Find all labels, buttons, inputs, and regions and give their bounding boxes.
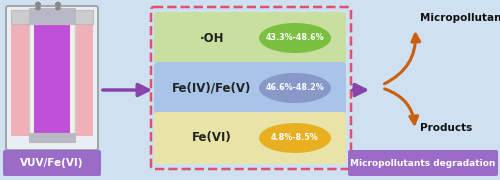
- Text: Micropollutants degradation: Micropollutants degradation: [350, 159, 496, 168]
- Bar: [29, 133, 75, 142]
- Text: Fe(IV)/Fe(V): Fe(IV)/Fe(V): [172, 82, 252, 94]
- Text: ·OH: ·OH: [200, 31, 224, 44]
- FancyBboxPatch shape: [154, 62, 346, 114]
- FancyBboxPatch shape: [154, 112, 346, 164]
- Ellipse shape: [259, 123, 331, 153]
- Text: 43.3%-48.6%: 43.3%-48.6%: [266, 33, 324, 42]
- Bar: [11, 10, 93, 24]
- FancyBboxPatch shape: [6, 6, 98, 150]
- Bar: [34, 24, 70, 134]
- FancyBboxPatch shape: [348, 150, 498, 176]
- Text: 46.6%-48.2%: 46.6%-48.2%: [266, 84, 324, 93]
- Text: Products: Products: [420, 123, 472, 133]
- Ellipse shape: [259, 73, 331, 103]
- Bar: [29, 22, 75, 136]
- Ellipse shape: [259, 23, 331, 53]
- Bar: [29, 8, 75, 24]
- FancyBboxPatch shape: [3, 150, 101, 176]
- Text: 4.8%-8.5%: 4.8%-8.5%: [271, 134, 319, 143]
- Text: Fe(VI): Fe(VI): [192, 132, 232, 145]
- FancyBboxPatch shape: [154, 12, 346, 64]
- Bar: [11, 22, 93, 136]
- Text: Micropollutants: Micropollutants: [420, 13, 500, 23]
- Text: VUV/Fe(VI): VUV/Fe(VI): [20, 158, 84, 168]
